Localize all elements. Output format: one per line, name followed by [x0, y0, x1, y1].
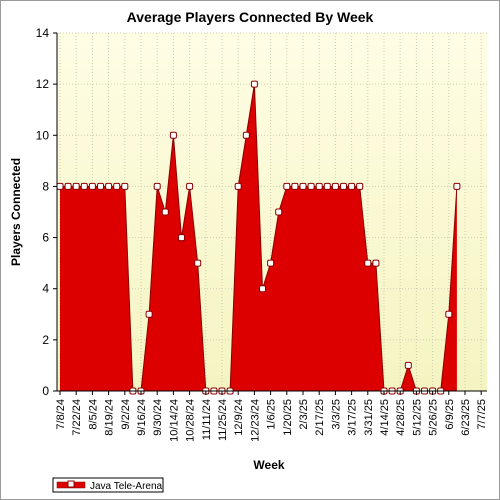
x-tick-label: 5/12/25: [411, 399, 423, 436]
x-tick-label: 4/28/25: [395, 399, 407, 436]
x-tick-label: 8/5/24: [87, 399, 99, 430]
data-point: [364, 259, 372, 267]
data-point: [356, 182, 364, 190]
data-point: [97, 182, 104, 190]
x-tick-label: 11/25/24: [217, 399, 229, 441]
x-tick-label: 1/20/25: [282, 399, 294, 436]
x-tick-label: 12/23/24: [249, 399, 261, 442]
y-tick-labels: 0 2 4 6 8 10 12 14: [36, 26, 57, 398]
data-point: [445, 310, 453, 318]
y-tick-label: 8: [42, 179, 49, 193]
data-point: [80, 182, 88, 190]
y-tick-label: 4: [42, 282, 49, 296]
data-point: [121, 182, 129, 190]
data-point: [242, 131, 250, 139]
y-tick-label: 10: [36, 128, 50, 142]
data-point: [64, 182, 72, 190]
data-point: [307, 182, 315, 190]
data-point: [291, 182, 299, 190]
data-point: [331, 182, 339, 190]
y-tick-label: 12: [36, 77, 50, 91]
series-area-fill: [60, 84, 457, 392]
x-tick-label: 9/16/24: [136, 399, 148, 436]
data-point: [259, 285, 266, 293]
x-tick-label: 7/22/24: [71, 399, 83, 436]
data-point: [72, 182, 80, 190]
x-tick-label: 6/9/25: [444, 399, 456, 430]
x-tick-label: 2/3/25: [298, 399, 310, 430]
data-point: [267, 259, 275, 267]
x-tick-label: 10/28/24: [185, 399, 197, 442]
data-point: [88, 182, 96, 190]
data-point: [145, 310, 153, 318]
data-point: [453, 182, 461, 190]
data-point: [169, 131, 177, 139]
y-tick-label: 2: [42, 333, 49, 347]
x-tick-label: 2/17/25: [314, 399, 326, 436]
data-point: [250, 80, 258, 88]
data-point: [56, 182, 64, 190]
legend-label: Java Tele-Arena: [90, 481, 163, 492]
x-tick-labels: 7/8/24 7/22/24 8/5/24 8/19/24 9/2/24 9/16/24 9…: [55, 391, 488, 442]
x-tick-label: 3/17/25: [347, 399, 359, 436]
data-point: [275, 208, 283, 216]
x-axis-label: Week: [253, 458, 284, 472]
data-point: [234, 182, 242, 190]
legend-box: [52, 477, 164, 493]
x-tick-label: 1/6/25: [266, 399, 278, 430]
data-point: [186, 182, 194, 190]
legend-marker: [67, 480, 75, 488]
axes: [56, 33, 487, 392]
x-tick-label: 7/8/24: [55, 399, 67, 430]
data-point: [299, 182, 307, 190]
x-tick-label: 9/2/24: [120, 399, 132, 430]
x-tick-label: 10/14/24: [168, 399, 180, 442]
x-tick-label: 3/31/25: [363, 399, 375, 436]
x-tick-label: 4/14/25: [379, 399, 391, 436]
data-point: [315, 182, 323, 190]
data-point: [404, 361, 412, 369]
x-tick-label: 3/3/25: [330, 399, 342, 430]
x-tick-label: 12/9/24: [233, 399, 245, 436]
y-tick-label: 0: [42, 384, 49, 398]
x-tick-label: 8/19/24: [104, 399, 116, 436]
x-tick-label: 9/30/24: [152, 399, 164, 436]
data-point: [113, 182, 121, 190]
y-axis-label: Players Connected: [9, 158, 23, 266]
data-point: [323, 182, 331, 190]
x-tick-label: 7/7/25: [476, 399, 488, 430]
y-tick-label: 6: [42, 231, 49, 245]
data-point: [372, 259, 380, 267]
data-point: [153, 182, 161, 190]
data-point: [161, 208, 169, 216]
data-point: [194, 259, 202, 267]
x-tick-label: 5/26/25: [428, 399, 440, 436]
chart-title: Average Players Connected By Week: [127, 9, 374, 25]
data-point: [105, 182, 113, 190]
data-point: [283, 182, 291, 190]
x-tick-label: 11/11/24: [201, 399, 213, 440]
data-point: [178, 234, 185, 242]
data-point: [348, 182, 356, 190]
y-tick-label: 14: [36, 26, 50, 40]
legend: Java Tele-Arena: [52, 477, 164, 493]
data-point: [340, 182, 347, 190]
x-tick-label: 6/23/25: [460, 399, 472, 436]
